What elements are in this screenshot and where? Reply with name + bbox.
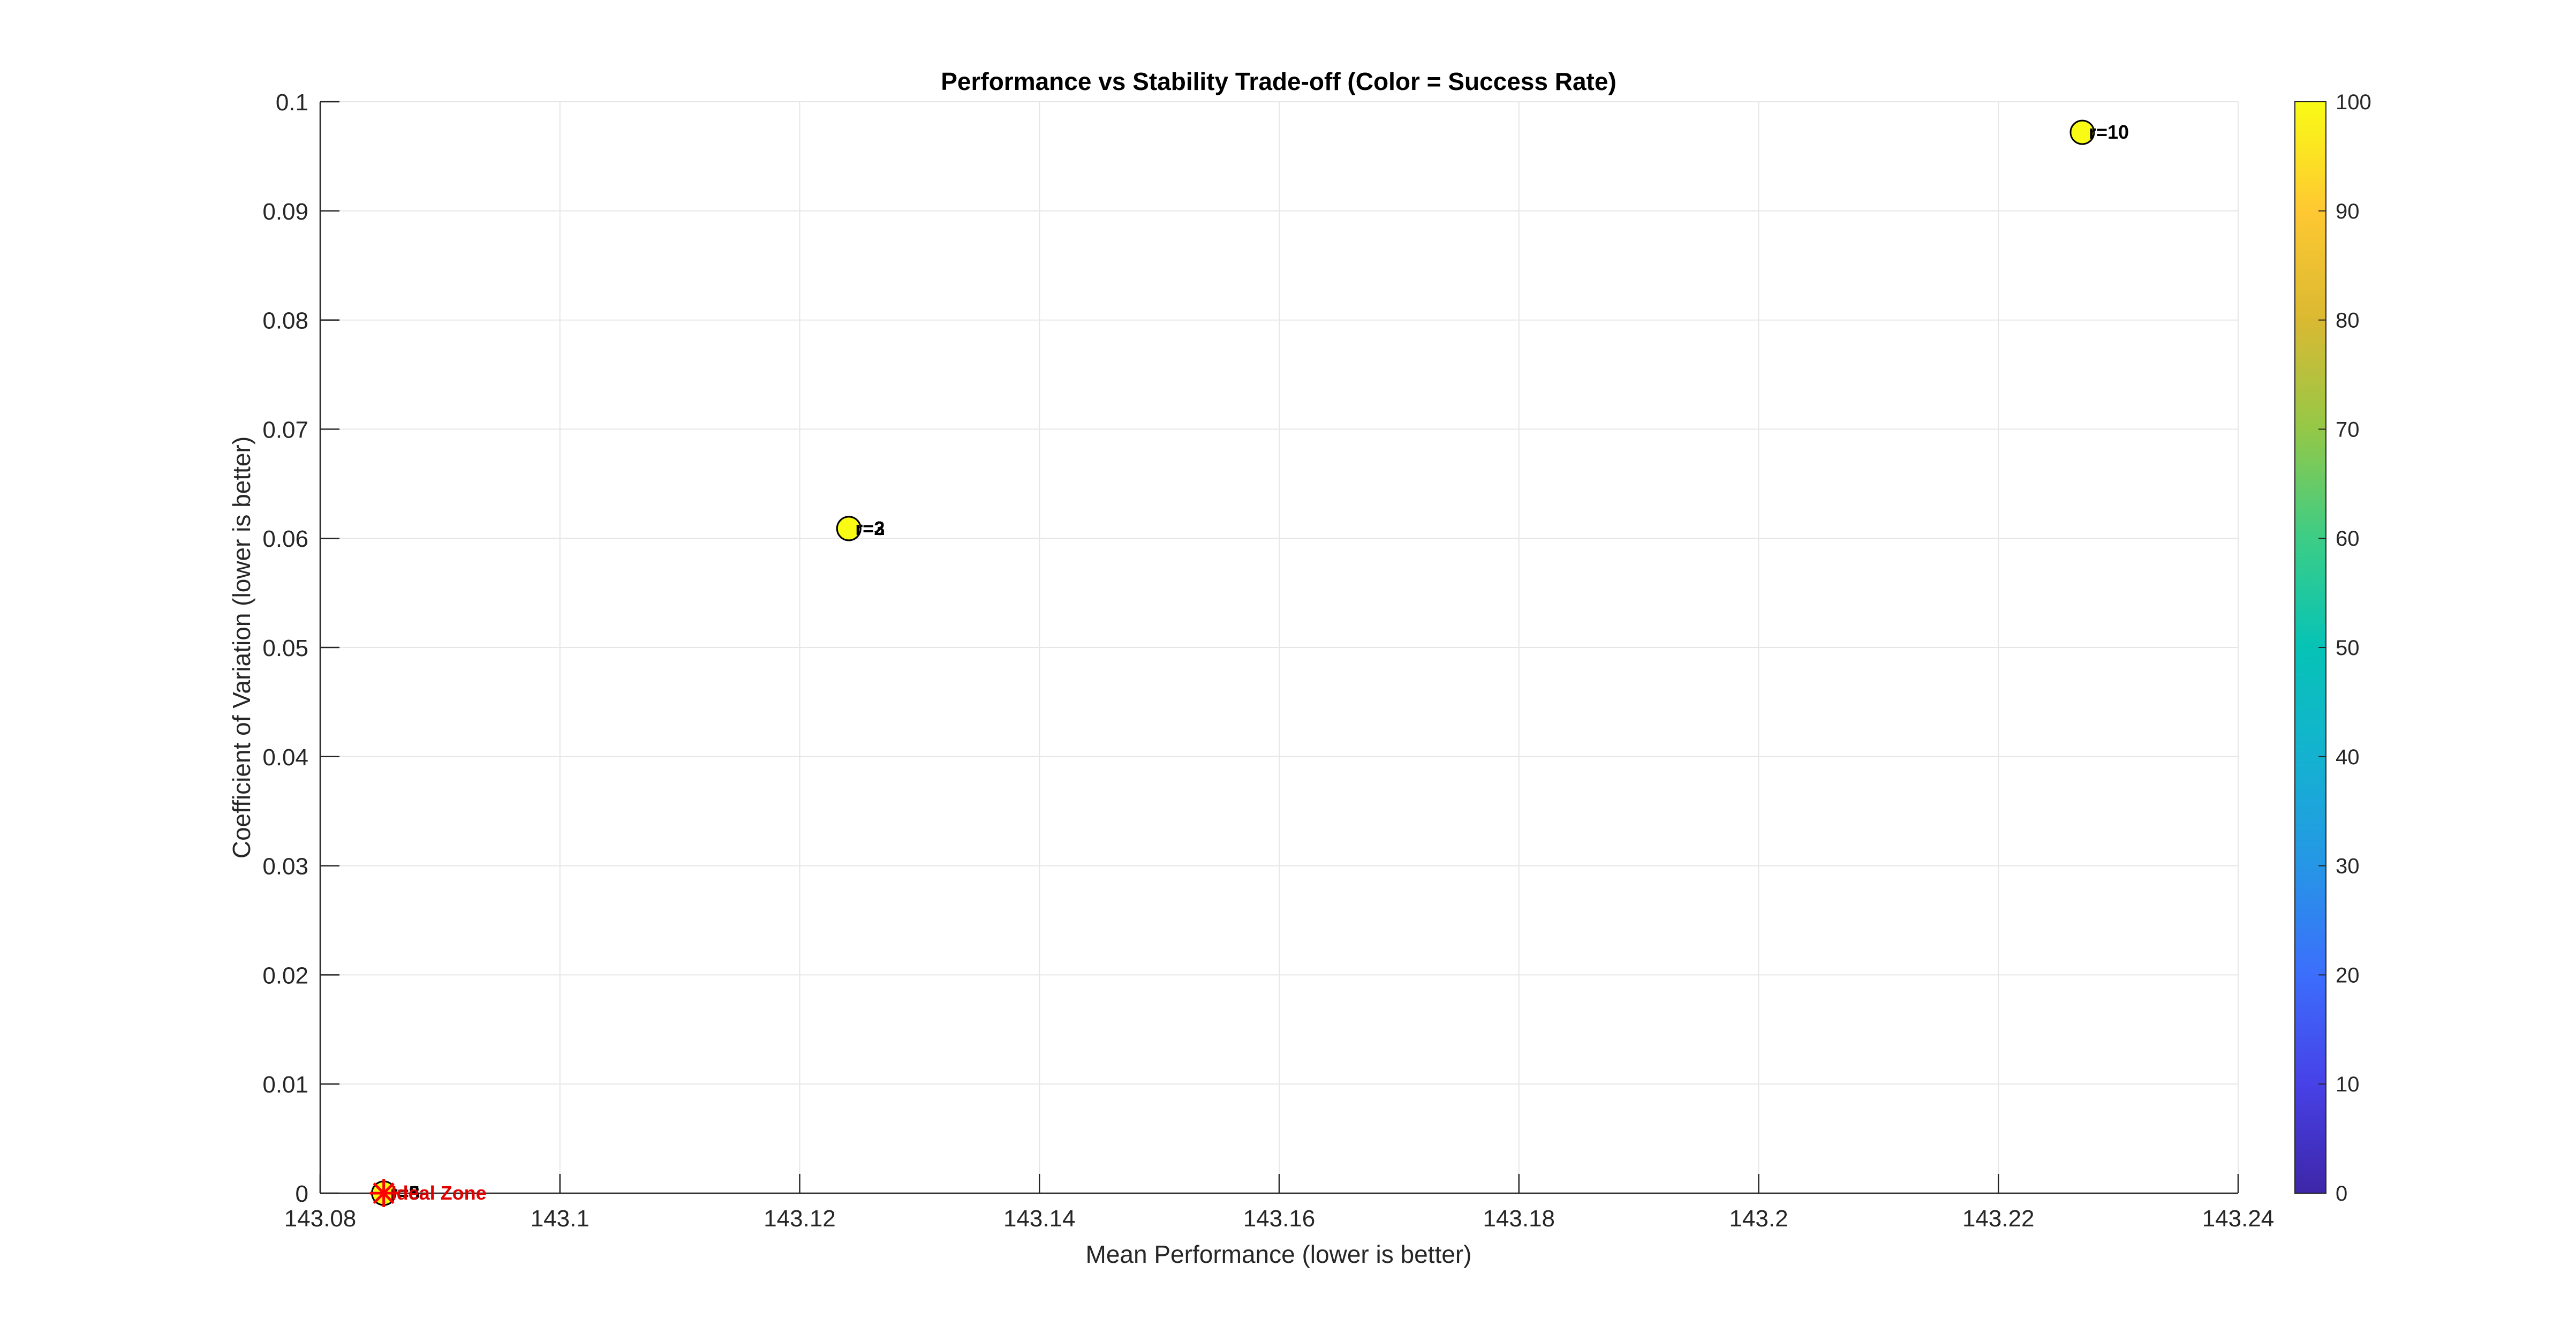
colorbar-tick-label: 20 — [2336, 963, 2360, 987]
x-tick-label: 143.12 — [764, 1206, 836, 1232]
colorbar-tick-label: 100 — [2336, 91, 2371, 114]
x-axis-label: Mean Performance (lower is better) — [1086, 1240, 1472, 1268]
colorbar-tick-label: 50 — [2336, 636, 2360, 660]
annotation-label: Ideal Zone — [391, 1182, 487, 1204]
data-point — [836, 516, 862, 541]
colorbar-tick-label: 80 — [2336, 309, 2360, 333]
colorbar-tick-label: 0 — [2336, 1182, 2347, 1206]
y-tick-label: 0.02 — [262, 962, 308, 989]
y-tick-label: 0 — [296, 1181, 308, 1207]
x-tick-label: 143.18 — [1483, 1206, 1555, 1232]
x-tick-label: 143.2 — [1729, 1206, 1788, 1232]
plot-area: 143.08 143.1 143.12 143.14 143.16 143.18 143.2… — [262, 89, 2274, 1232]
colorbar-tick-label: 40 — [2336, 745, 2360, 769]
data-point-label: r=10 — [2089, 121, 2129, 143]
colorbar: 0 10 20 30 40 50 60 70 80 90 100 — [2294, 91, 2371, 1206]
y-axis-label: Coefficient of Variation (lower is bette… — [228, 436, 255, 858]
x-tick-label: 143.16 — [1243, 1206, 1316, 1232]
annotation-asterisk-marker — [369, 1179, 398, 1207]
colorbar-tick-label: 60 — [2336, 527, 2360, 551]
x-tick-label: 143.22 — [1962, 1206, 2035, 1232]
y-tick-label: 0.01 — [262, 1072, 308, 1098]
y-tick-label: 0.06 — [262, 526, 308, 552]
x-tick-label: 143.14 — [1003, 1206, 1076, 1232]
x-tick-label: 143.08 — [284, 1206, 357, 1232]
y-tick-label: 0.1 — [276, 89, 308, 116]
data-point — [2069, 119, 2095, 145]
y-tick-label: 0.07 — [262, 417, 308, 443]
x-tick-label: 143.24 — [2202, 1206, 2275, 1232]
colorbar-tick-label: 70 — [2336, 418, 2360, 441]
colorbar-tick-label: 30 — [2336, 855, 2360, 878]
y-tick-label: 0.04 — [262, 744, 308, 771]
x-tick-label: 143.1 — [531, 1206, 590, 1232]
asterisk-stroke — [373, 1182, 395, 1204]
y-tick-label: 0.08 — [262, 308, 308, 334]
data-point-label: r=3 — [855, 517, 885, 539]
chart-title: Performance vs Stability Trade-off (Colo… — [941, 67, 1616, 95]
colorbar-tick-label: 90 — [2336, 200, 2360, 223]
y-tick-label: 0.09 — [262, 199, 308, 225]
y-tick-label: 0.03 — [262, 854, 308, 880]
y-tick-label: 0.05 — [262, 635, 308, 661]
colorbar-tick-label: 10 — [2336, 1073, 2360, 1096]
